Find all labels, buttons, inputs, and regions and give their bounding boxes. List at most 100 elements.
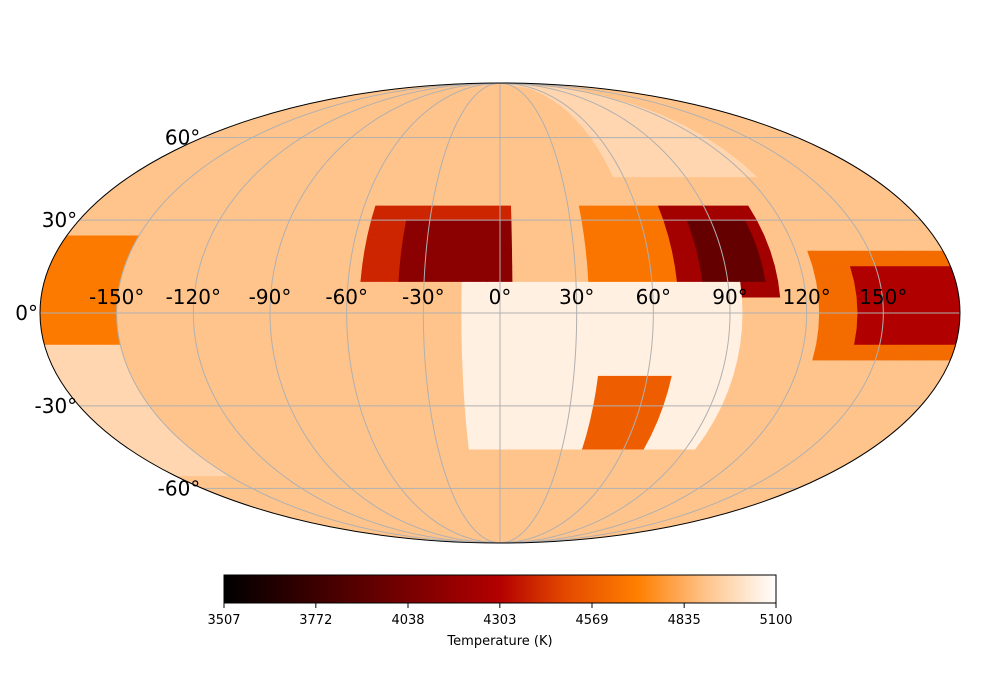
map-cell (716, 312, 731, 330)
map-cell (320, 312, 335, 330)
map-cell (638, 328, 654, 345)
map-cell (754, 296, 769, 314)
map-cell (308, 312, 322, 330)
map-cell (439, 219, 454, 236)
map-cell (411, 344, 426, 361)
map-cell (231, 312, 246, 330)
map-cell (450, 234, 465, 251)
map-cell (521, 420, 535, 436)
map-cell (537, 312, 552, 330)
map-cell (508, 149, 520, 164)
map-cell (550, 328, 565, 345)
map-cell (512, 281, 526, 298)
map-cell (662, 344, 678, 361)
map-cell (360, 344, 376, 361)
map-cell (448, 312, 463, 330)
map-outline (39, 82, 961, 544)
map-cell (585, 250, 601, 267)
map-cell (206, 328, 222, 345)
map-cell (456, 434, 470, 450)
map-cell (652, 312, 667, 330)
map-cell (499, 137, 510, 151)
map-cell (511, 234, 525, 251)
map-cell (546, 390, 561, 407)
map-cell (509, 448, 521, 464)
map-cell (678, 312, 692, 330)
map-cell (920, 296, 935, 314)
map-cell (494, 521, 501, 531)
map-cell (499, 359, 513, 376)
map-cell (297, 344, 313, 361)
map-cell (490, 137, 501, 151)
map-cell (627, 312, 641, 330)
map-cell (423, 344, 438, 361)
map-cell (398, 344, 413, 361)
map-cell (347, 265, 363, 282)
map-cell (522, 205, 536, 221)
map-cell (413, 234, 429, 251)
map-cell (499, 475, 510, 489)
map-cell (476, 405, 490, 421)
map-cell (335, 344, 351, 361)
map-cell (451, 219, 466, 236)
map-cell (499, 312, 514, 330)
map-cell (474, 359, 489, 376)
map-cell (523, 234, 538, 251)
map-cell (488, 434, 501, 450)
map-cell (499, 499, 508, 512)
map-cell (598, 359, 613, 376)
map-cell (65, 296, 80, 314)
map-cell (525, 281, 539, 298)
map-cell (525, 312, 539, 330)
map-cell (103, 312, 118, 330)
colorbar-ticks: 3507 3772 4038 4303 4569 4835 5100 (207, 603, 793, 628)
map-cell (767, 312, 782, 330)
map-cell (537, 344, 551, 361)
longitude-labels: -150° -120° -90° -60° -30° 0° 30° 60° 90° 120° 150… (89, 285, 907, 309)
map-cell (449, 250, 464, 267)
colorbar-tick-label: 4303 (483, 613, 516, 628)
map-cell (491, 125, 501, 138)
colorbar-tick-label: 3772 (299, 613, 332, 628)
map-cell (778, 328, 794, 345)
map-cell (309, 265, 326, 282)
map-cell (467, 434, 480, 450)
map-cell (467, 176, 480, 192)
map-cell (451, 390, 466, 407)
map-cell (461, 281, 475, 298)
map-cell (613, 328, 628, 345)
map-cell (486, 312, 501, 330)
map-cell (474, 250, 489, 267)
map-cell (452, 205, 467, 221)
map-cell (40, 296, 55, 314)
map-cell (599, 344, 615, 361)
map-cell (920, 312, 935, 330)
map-cell (437, 250, 452, 267)
map-cell (907, 312, 922, 330)
map-cell (487, 375, 501, 392)
map-cell (481, 137, 493, 151)
map-cell (510, 190, 523, 206)
map-cell (536, 250, 551, 267)
map-cell (664, 328, 679, 345)
map-cell (474, 265, 488, 282)
map-cell (487, 359, 501, 376)
map-cell (499, 448, 511, 464)
map-cell (492, 499, 501, 512)
map-cell (477, 420, 490, 436)
map-cell (167, 312, 182, 330)
map-cell (511, 390, 525, 407)
map-cell (499, 176, 512, 192)
map-cell (387, 250, 402, 267)
map-cell (411, 265, 426, 282)
map-cell (449, 359, 464, 376)
map-cell (397, 312, 412, 330)
map-cell (449, 265, 463, 282)
map-cell (462, 375, 477, 392)
map-cell (90, 312, 106, 330)
map-cell (612, 344, 627, 361)
map-cell (587, 344, 602, 361)
map-cell (154, 312, 169, 330)
map-cell (478, 434, 491, 450)
map-cell (270, 328, 286, 345)
